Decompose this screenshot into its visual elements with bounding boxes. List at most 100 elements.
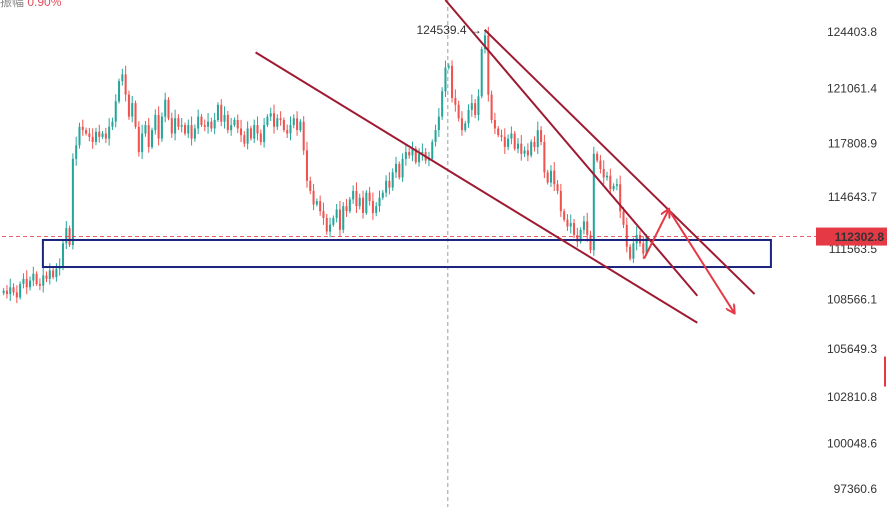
candle	[104, 127, 107, 144]
candle-body	[325, 218, 328, 232]
candle-body	[460, 118, 463, 131]
candle	[480, 46, 483, 99]
candle-body	[5, 290, 8, 295]
candle	[444, 60, 447, 97]
candle	[309, 176, 312, 195]
candle-body	[569, 223, 572, 227]
candle-body	[500, 135, 503, 137]
candle-body	[513, 133, 516, 149]
candle	[61, 239, 65, 271]
candle	[559, 183, 562, 217]
candle	[98, 124, 101, 143]
amplitude-label: 振幅	[0, 0, 25, 9]
candle-body	[177, 118, 180, 127]
upper-trendline	[444, 0, 699, 297]
candle-body	[183, 125, 187, 134]
candle-body	[296, 118, 299, 131]
candle	[315, 198, 318, 207]
candle-body	[398, 163, 401, 178]
current-price-label: 112302.8	[835, 230, 885, 244]
candle-body	[292, 118, 295, 126]
candle	[101, 130, 104, 139]
candle-body	[200, 116, 203, 126]
candle-body	[289, 125, 292, 134]
candle-body	[216, 104, 219, 120]
candle-body	[263, 125, 266, 142]
candle	[596, 151, 599, 163]
candle-body	[381, 192, 384, 198]
candle-body	[352, 190, 355, 200]
candle	[121, 68, 124, 86]
candle	[12, 283, 15, 296]
candle	[599, 154, 602, 174]
candle	[352, 185, 355, 204]
candle	[253, 119, 256, 144]
candle-body	[335, 209, 338, 219]
candle	[68, 225, 71, 248]
candle-body	[154, 114, 157, 131]
candle	[19, 281, 22, 300]
candle	[338, 200, 341, 237]
candle-body	[210, 121, 213, 129]
candle	[85, 127, 88, 136]
candle-body	[15, 292, 18, 298]
candle	[520, 135, 523, 161]
candle	[404, 143, 407, 166]
candle-body	[150, 130, 154, 148]
candle-body	[533, 141, 536, 148]
candle-body	[111, 121, 114, 127]
candle	[236, 114, 239, 133]
candle-body	[276, 118, 279, 127]
candle	[638, 230, 641, 247]
candle	[467, 104, 470, 128]
candle-body	[167, 99, 170, 119]
candle-body	[233, 119, 236, 126]
candle-body	[345, 206, 348, 212]
candle-body	[592, 153, 595, 251]
candle-body	[187, 125, 190, 134]
candle	[451, 60, 454, 103]
candle	[38, 278, 41, 291]
candle-body	[226, 114, 229, 131]
candle-body	[118, 81, 121, 102]
candle	[220, 99, 223, 127]
candle-body	[160, 116, 163, 139]
candle	[414, 146, 417, 165]
candle-body	[45, 275, 48, 279]
candle	[29, 276, 32, 291]
candle-body	[622, 211, 625, 225]
candle	[305, 141, 308, 188]
candle-body	[164, 99, 167, 117]
candle	[434, 124, 437, 147]
candle-body	[563, 211, 566, 220]
candle	[355, 182, 358, 214]
candle-body	[362, 197, 365, 213]
candle	[325, 213, 328, 235]
candle-body	[474, 103, 477, 115]
candle-body	[487, 35, 490, 95]
candle	[553, 162, 556, 192]
candle-body	[55, 268, 58, 278]
candle-body	[477, 96, 480, 115]
candle-body	[48, 270, 51, 279]
candle	[266, 114, 269, 128]
y-tick-label: 102810.8	[827, 390, 877, 404]
candle	[187, 119, 190, 138]
candle-body	[65, 228, 68, 244]
candle	[170, 112, 173, 138]
candle-body	[447, 65, 450, 68]
candle-body	[427, 158, 430, 161]
candle	[289, 116, 292, 141]
candle	[586, 212, 589, 242]
candle-body	[629, 246, 632, 259]
candle	[625, 217, 628, 253]
candle	[335, 203, 338, 223]
candle	[312, 183, 315, 211]
candle-body	[124, 74, 127, 95]
candle	[371, 192, 374, 220]
candle-body	[451, 65, 454, 99]
candle-body	[78, 126, 81, 146]
candle	[272, 104, 276, 134]
candle	[150, 127, 154, 150]
